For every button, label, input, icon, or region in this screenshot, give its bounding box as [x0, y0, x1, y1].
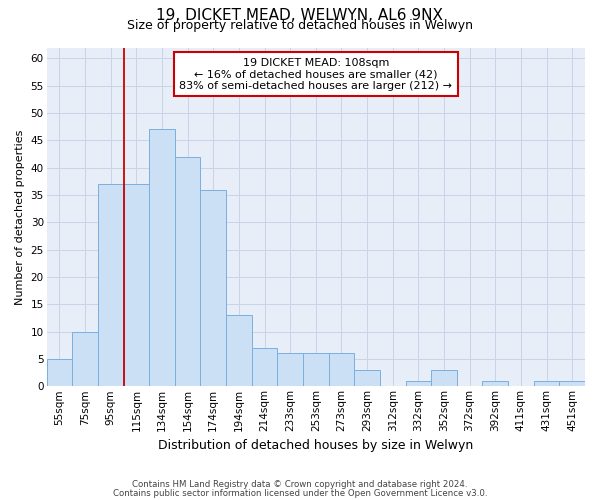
X-axis label: Distribution of detached houses by size in Welwyn: Distribution of detached houses by size … [158, 440, 473, 452]
Text: 19 DICKET MEAD: 108sqm
← 16% of detached houses are smaller (42)
83% of semi-det: 19 DICKET MEAD: 108sqm ← 16% of detached… [179, 58, 452, 91]
Y-axis label: Number of detached properties: Number of detached properties [15, 129, 25, 304]
Bar [98, 184, 124, 386]
Bar [559, 381, 585, 386]
Bar [534, 381, 559, 386]
Bar [72, 332, 98, 386]
Text: 19, DICKET MEAD, WELWYN, AL6 9NX: 19, DICKET MEAD, WELWYN, AL6 9NX [157, 8, 443, 22]
Bar [226, 315, 251, 386]
Bar [124, 184, 149, 386]
Bar [329, 354, 354, 386]
Bar [200, 190, 226, 386]
Text: Contains public sector information licensed under the Open Government Licence v3: Contains public sector information licen… [113, 488, 487, 498]
Bar [482, 381, 508, 386]
Bar [251, 348, 277, 387]
Text: Size of property relative to detached houses in Welwyn: Size of property relative to detached ho… [127, 19, 473, 32]
Bar [431, 370, 457, 386]
Bar [175, 157, 200, 386]
Bar [303, 354, 329, 386]
Text: Contains HM Land Registry data © Crown copyright and database right 2024.: Contains HM Land Registry data © Crown c… [132, 480, 468, 489]
Bar [47, 359, 72, 386]
Bar [354, 370, 380, 386]
Bar [149, 130, 175, 386]
Bar [277, 354, 303, 386]
Bar [406, 381, 431, 386]
